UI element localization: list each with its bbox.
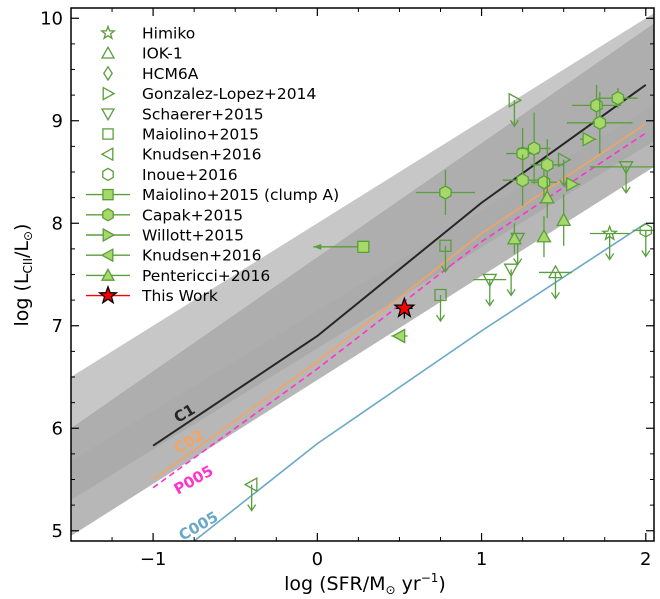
x-axis-label-sup: −1 [421,571,439,585]
legend-entry: Knudsen+2016 [86,247,262,265]
point-capak-2015-21 [598,87,638,109]
legend-entry: Knudsen+2016 [100,146,262,164]
point-this-work-29 [393,296,416,319]
point-capak-2015-15 [517,112,551,185]
legend-label: Willott+2015 [142,227,244,245]
legend-label: Schaerer+2015 [142,105,264,123]
y-tick-label: 7 [52,316,63,337]
point-schaerer-2015-2 [473,273,507,307]
x-axis-label-main: log (SFR/M [284,573,385,595]
model-line-p005 [152,132,647,489]
point-maiolino-2015-clump-a--12 [313,240,370,253]
point-capak-2015-20 [566,92,633,154]
point-willott-2015-22 [580,131,597,147]
point-pentericci-2016-28 [556,194,572,246]
legend-entry: Gonzalez-Lopez+2014 [102,85,316,103]
legend-entry: HCM6A [103,65,199,83]
legend-label: This Work [141,287,218,305]
point-inoue-2016-11 [632,223,654,258]
point-maiolino-2015-6 [439,239,452,273]
model-bands [71,13,654,536]
y-axis-label-sub: CII [21,258,35,273]
legend-entry: Maiolino+2015 [102,126,259,144]
data-points [243,84,654,512]
legend-label: Pentericci+2016 [142,267,270,285]
x-tick-label: 0 [312,549,323,570]
point-schaerer-2015-5 [589,161,654,195]
x-tick-label: 1 [476,549,487,570]
point-capak-2015-16 [502,154,543,206]
y-tick-label: 8 [52,213,63,234]
point-knudsen-2016-24 [391,328,408,344]
x-tick-label: 2 [640,549,651,570]
point-gonzalez-lopez-2014-0 [508,92,523,128]
point-willott-2015-23 [563,176,581,192]
legend-label: IOK-1 [142,45,183,63]
legend-entry: Himiko [99,24,195,43]
legend-label: Knudsen+2016 [142,247,262,265]
point-iok-1-10 [539,264,572,300]
model-lines [152,84,647,541]
legend-entry: Capak+2015 [86,206,243,224]
y-axis-label-close: ) [11,224,33,231]
legend-label: Maiolino+2015 (clump A) [142,186,339,204]
x-axis-label-unit: yr [396,573,421,595]
point-capak-2015-13 [415,169,475,216]
point-himiko-9 [589,224,630,261]
model-label-c005: C005 [176,508,222,545]
point-pentericci-2016-26 [536,216,552,258]
y-tick-label: 9 [52,111,63,132]
legend-label: HCM6A [142,65,199,83]
y-tick-label: 10 [40,8,63,29]
legend-entry: Schaerer+2015 [100,105,264,123]
model-line-c005 [193,222,647,541]
legend-label: Gonzalez-Lopez+2014 [142,85,316,103]
model-line-c1 [152,84,647,447]
legend-entry: Pentericci+2016 [86,267,270,285]
legend-label: Capak+2015 [142,206,243,224]
legend-label: Inoue+2016 [142,166,238,184]
legend-entry: IOK-1 [100,45,183,63]
x-axis-label: log (SFR/M⊙ yr−1) [284,571,446,597]
legend-entry: Inoue+2016 [102,166,238,184]
legend-entry: Maiolino+2015 (clump A) [86,186,339,204]
y-axis-label-mid: /L [11,241,33,258]
legend-label: Himiko [142,25,195,43]
y-axis-label: log (LCII/L⊙) [11,224,35,327]
point-schaerer-2015-3 [503,263,519,297]
point-maiolino-2015-7 [434,288,447,323]
y-axis-label-main: log (L [11,273,33,326]
x-axis-label-close: ) [438,573,445,595]
x-axis-label-sub: ⊙ [386,583,396,597]
y-axis-label-sub2: ⊙ [21,231,35,241]
y-tick-label: 5 [52,521,63,542]
legend: Himiko IOK-1 HCM6A Gonzalez-Lopez+2014 Schae… [86,24,339,305]
legend-entry: Willott+2015 [86,227,244,245]
y-tick-label: 6 [52,418,63,439]
point-pentericci-2016-27 [539,177,555,219]
band-dark [71,13,654,536]
legend-label: Maiolino+2015 [142,126,259,144]
axis-ticks: −1 0 1 2 5 6 7 8 9 10 [40,8,654,570]
legend-entry: This Work [86,284,218,305]
point-pentericci-2016-25 [506,223,523,254]
legend-label: Knudsen+2016 [142,146,262,164]
point-knudsen-2016-8 [243,477,258,512]
x-tick-label: −1 [140,549,167,570]
